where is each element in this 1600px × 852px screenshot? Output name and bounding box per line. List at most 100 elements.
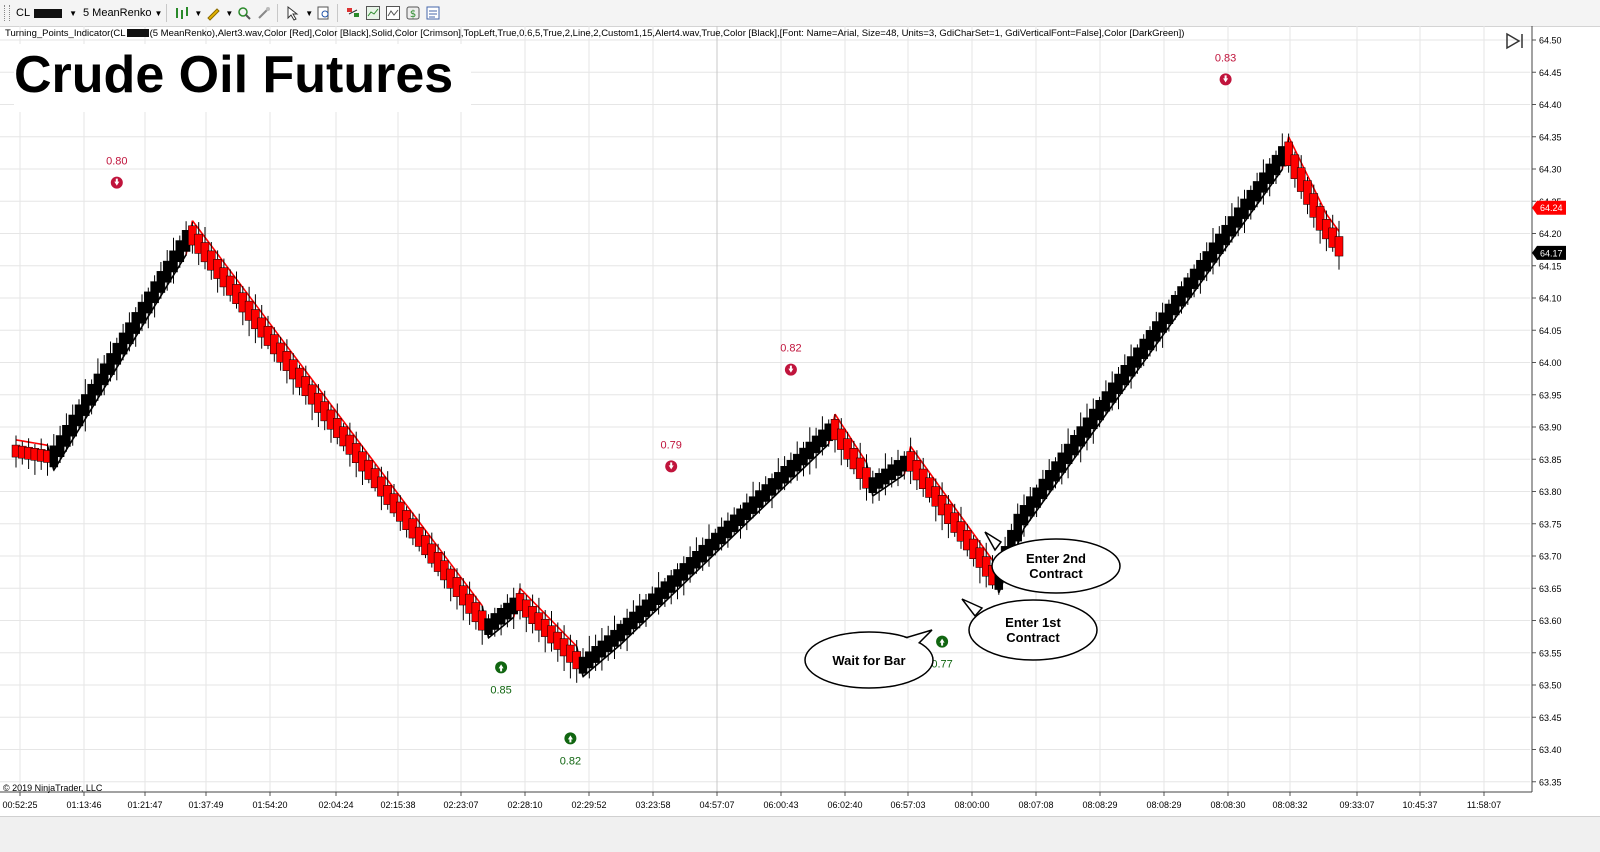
trail-line-segment [330,404,338,414]
turning-point-label: 0.83 [1215,52,1236,64]
chart-trader-icon[interactable] [384,4,402,22]
trail-line-segment [223,261,231,272]
svg-text:$: $ [410,9,416,20]
trail-line-segment [928,472,937,482]
callout-text: Contract [1029,566,1083,581]
y-tick-label: 63.70 [1539,552,1562,562]
trail-line-segment [909,445,918,456]
strategy-icon[interactable] [344,4,362,22]
y-tick-label: 63.35 [1539,777,1562,787]
trail-line-segment [960,515,968,526]
bar-type-label: 5 MeanRenko [82,7,152,19]
toolbar-grip[interactable] [4,5,10,21]
trail-line-segment [550,619,559,628]
y-tick-label: 64.05 [1539,326,1562,336]
chevron-down-icon[interactable]: ▼ [225,8,234,18]
trail-line-segment [41,443,48,447]
pencil-draw-icon[interactable] [204,4,222,22]
callout-text: Contract [1006,630,1060,645]
trail-line-segment [305,370,313,381]
trail-line-segment [437,546,446,556]
axes: 64.5064.4564.4064.3564.3064.2564.2064.15… [0,26,1566,810]
trail-line-segment [15,439,23,442]
x-tick-label: 02:04:24 [318,800,353,810]
x-tick-label: 08:07:08 [1018,800,1053,810]
find-icon[interactable] [315,4,333,22]
price-badge-label: 64.24 [1540,203,1563,213]
indicator-icon[interactable] [364,4,382,22]
trail-line-segment [859,452,868,463]
chevron-down-icon[interactable]: ▼ [305,8,314,18]
trail-line-segment [1325,213,1334,224]
down-bar [1309,193,1319,218]
trail-line-segment [456,571,464,582]
y-tick-label: 63.90 [1539,423,1562,433]
y-tick-label: 64.35 [1539,132,1562,142]
bar-style-icon[interactable] [173,4,191,22]
trail-line-segment [431,538,439,548]
trail-line-segment [601,654,609,662]
toolbar-divider [337,4,339,22]
dollar-icon[interactable]: $ [404,4,422,22]
trail-line-segment [349,429,357,439]
chart-title: Crude Oil Futures [14,44,472,112]
x-tick-label: 11:58:07 [1467,800,1501,810]
x-tick-label: 02:28:10 [507,800,542,810]
trail-line-segment [242,287,250,297]
trail-line-segment [947,498,956,509]
x-tick-label: 01:13:46 [66,800,101,810]
y-tick-label: 63.55 [1539,648,1562,658]
crosshair-icon[interactable] [255,4,273,22]
trail-line-segment [273,328,282,339]
y-tick-label: 63.65 [1539,584,1562,594]
trail-line-segment [834,413,842,425]
trail-line-segment [361,446,370,456]
trail-line-segment [884,482,893,489]
zoom-in-icon[interactable] [235,4,253,22]
indicator-label: Turning_Points_Indicator(CL (5 MeanRenko)… [5,28,1184,39]
price-chart[interactable]: 0.80 0.85 0.82 0.79 0.82 0.77 0.83 Wait for Ba… [0,26,1600,816]
properties-icon[interactable] [424,4,442,22]
trail-line-segment [1332,222,1340,232]
callout-text: Enter 2nd [1026,551,1086,566]
pointer-icon[interactable] [284,4,302,22]
trail-line-segment [840,423,849,434]
bar-type-selector[interactable]: 5 MeanRenko ▼ [83,3,162,23]
trail-line-segment [298,362,307,372]
trail-line-segment [317,387,326,397]
trail-line-segment [424,529,433,540]
turning-point-label: 0.80 [106,156,127,168]
trail-line-segment [405,504,414,515]
down-bar [1284,141,1293,167]
trail-line-segment [267,320,275,330]
trail-line-segment [916,454,924,465]
chevron-down-icon[interactable]: ▼ [194,8,203,18]
trail-line-segment [368,454,376,464]
horizontal-scrollbar[interactable] [0,816,1600,852]
price-badge-label: 64.17 [1540,248,1563,258]
price-badge [1532,200,1566,215]
turning-point-label: 0.79 [660,439,681,451]
x-tick-label: 02:29:52 [571,800,606,810]
trail-line-segment [324,395,332,406]
indicator-label-end: (5 MeanRenko),Alert3.wav,Color [Red],Col… [149,28,1185,39]
trail-line-segment [544,613,553,622]
instrument-selector[interactable]: CL ▼ [16,3,77,23]
indicator-label-start: Turning_Points_Indicator(CL [5,28,126,39]
x-tick-label: 02:23:07 [443,800,478,810]
trail-line-segment [22,440,29,443]
toolbar-divider [277,4,279,22]
panel-toggle-icon[interactable] [1505,32,1525,55]
trail-line-segment [922,463,931,474]
x-tick-label: 10:45:37 [1402,800,1437,810]
trail-line-segment [607,649,616,656]
trail-line-segment [506,616,515,624]
trail-line-segment [972,533,981,544]
arrow-down-icon [668,462,674,470]
x-tick-label: 08:08:30 [1210,800,1245,810]
x-tick-label: 06:02:40 [827,800,862,810]
trail-line-segment [941,489,950,500]
trail-line-segment [216,253,225,263]
y-tick-label: 63.60 [1539,616,1562,626]
trail-line-segment [935,480,943,491]
